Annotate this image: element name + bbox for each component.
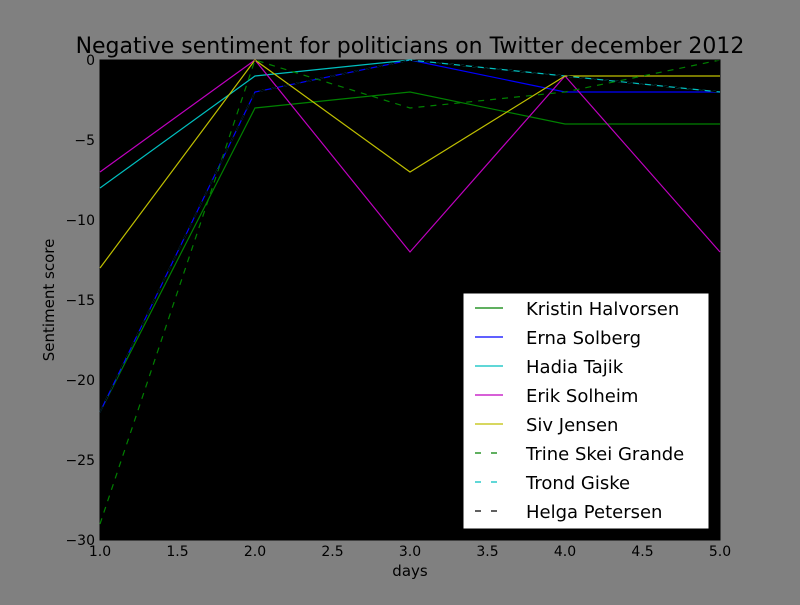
legend-label-1: Erna Solberg <box>526 328 641 349</box>
y-tick-label: −15 <box>65 293 95 309</box>
axis-ticks: 1.0 1.5 2.0 2.5 3.0 3.5 4.0 4.5 5.0 0 −5 −10 −15 −20 −… <box>65 53 731 560</box>
series-line-3 <box>99 59 721 253</box>
y-tick-label: −10 <box>65 213 95 229</box>
series-line-7 <box>99 59 721 413</box>
legend-label-0: Kristin Halvorsen <box>526 299 679 320</box>
legend-label-2: Hadia Tajik <box>526 357 624 378</box>
legend: Kristin Halvorsen Erna Solberg Hadia Tajik… <box>462 292 710 530</box>
x-tick-label: 2.0 <box>244 544 266 560</box>
y-tick-label: −25 <box>65 453 95 469</box>
x-tick-label: 1.5 <box>166 544 188 560</box>
x-tick-label: 3.0 <box>399 544 421 560</box>
legend-label-7: Helga Petersen <box>526 502 662 523</box>
y-tick-label: −5 <box>74 133 95 149</box>
y-tick-label: −30 <box>65 533 95 549</box>
series-line-5 <box>99 59 721 525</box>
y-tick-label: −20 <box>65 373 95 389</box>
x-tick-label: 1.0 <box>89 544 111 560</box>
x-tick-label: 5.0 <box>709 544 731 560</box>
y-tick-label: 0 <box>86 53 95 69</box>
x-tick-label: 3.5 <box>476 544 498 560</box>
legend-label-6: Trond Giske <box>525 473 630 494</box>
legend-label-5: Trine Skei Grande <box>525 444 684 465</box>
x-tick-label: 4.5 <box>631 544 653 560</box>
legend-label-3: Erik Solheim <box>526 386 638 407</box>
x-axis-label: days <box>392 562 428 580</box>
legend-label-4: Siv Jensen <box>526 415 618 436</box>
y-axis-label: Sentiment score <box>40 239 58 362</box>
series-layer <box>99 59 721 525</box>
x-tick-label: 4.0 <box>554 544 576 560</box>
chart-title: Negative sentiment for politicians on Tw… <box>76 34 745 59</box>
x-tick-label: 2.5 <box>321 544 343 560</box>
series-line-4 <box>99 59 720 269</box>
legend-box <box>462 292 710 530</box>
series-line-0 <box>99 91 720 413</box>
